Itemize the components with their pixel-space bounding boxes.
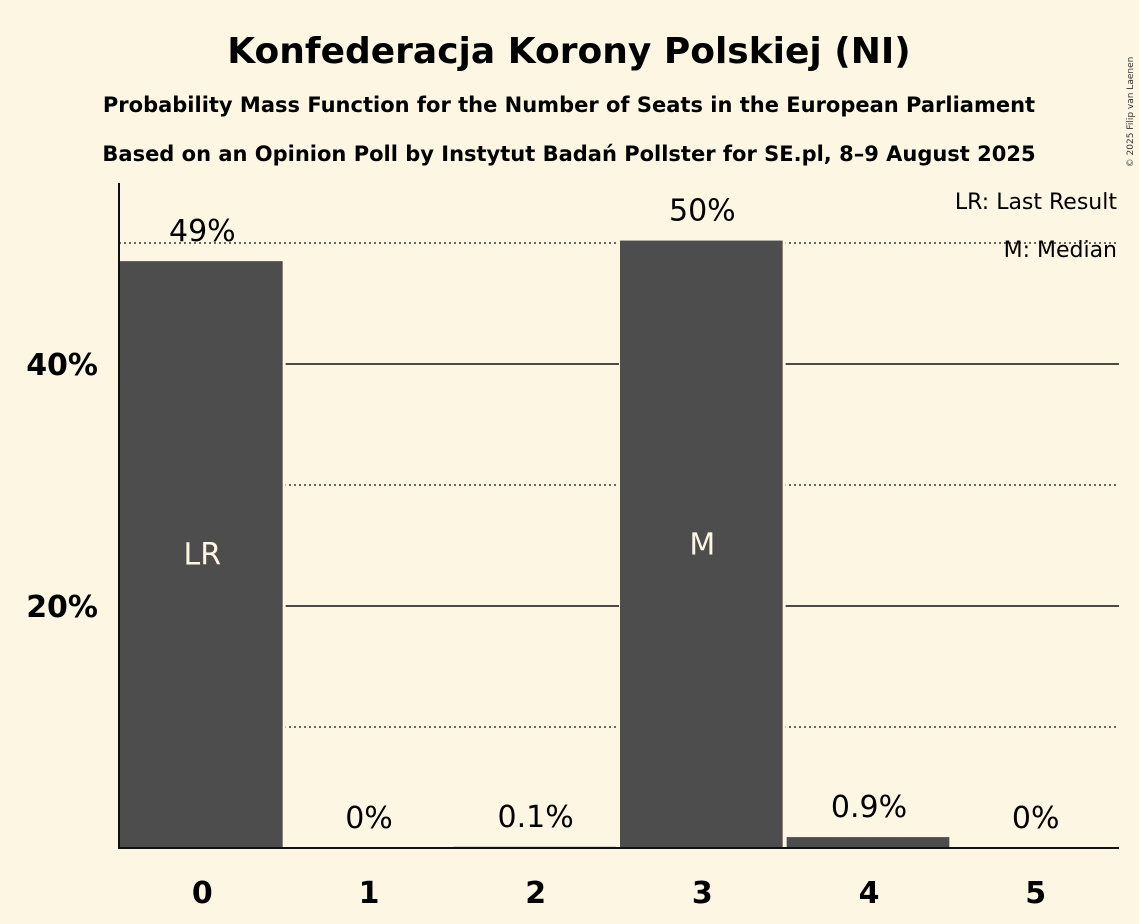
legend-last-result: LR: Last Result — [955, 190, 1117, 215]
x-axis-ticks: 0 1 2 3 4 5 — [192, 876, 1046, 911]
bar-halo — [452, 844, 619, 848]
x-tick-label: 3 — [692, 876, 713, 911]
bar-marker-m: M — [689, 527, 715, 562]
bar-0 — [120, 261, 283, 848]
x-tick-label: 1 — [359, 876, 380, 911]
x-tick-label: 0 — [192, 876, 213, 911]
x-tick-label: 2 — [525, 876, 546, 911]
value-label-3: 50% — [669, 194, 736, 229]
value-label-4: 0.9% — [831, 790, 907, 825]
y-tick-label: 40% — [26, 348, 98, 383]
chart-title: Konfederacja Korony Polskiej (NI) — [227, 31, 910, 72]
x-tick-label: 5 — [1025, 876, 1046, 911]
x-tick-label: 4 — [859, 876, 880, 911]
data-labels: 49% 0% 0.1% 50% 0.9% 0% LR M — [169, 194, 1059, 836]
legend: LR: Last Result M: Median — [955, 190, 1117, 263]
bar-4 — [786, 837, 950, 848]
value-label-1: 0% — [345, 801, 393, 836]
legend-median: M: Median — [1004, 238, 1117, 263]
chart-subtitle-2: Based on an Opinion Poll by Instytut Bad… — [102, 142, 1035, 166]
y-tick-label: 20% — [26, 590, 98, 625]
value-label-0: 49% — [169, 214, 236, 249]
bar-marker-lr: LR — [184, 538, 222, 573]
bars — [119, 238, 953, 848]
value-label-5: 0% — [1012, 801, 1060, 836]
copyright-notice: © 2025 Filip van Laenen — [1126, 57, 1136, 168]
value-label-2: 0.1% — [498, 800, 574, 835]
y-axis-ticks: 20% 40% — [26, 348, 98, 625]
chart-subtitle-1: Probability Mass Function for the Number… — [103, 93, 1035, 117]
bar-3 — [620, 240, 783, 848]
